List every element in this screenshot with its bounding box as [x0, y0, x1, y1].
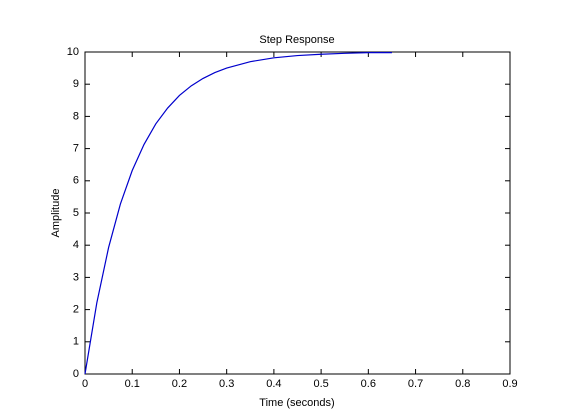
step-response-line — [84, 52, 392, 375]
x-tick-label: 0 — [82, 378, 88, 390]
x-tick-label: 0.6 — [361, 378, 376, 390]
x-tick-label: 0.1 — [125, 378, 140, 390]
y-tick-label: 0 — [73, 368, 79, 380]
y-tick-label: 6 — [73, 175, 79, 187]
x-tick-label: 0.8 — [455, 378, 470, 390]
y-tick-label: 2 — [73, 304, 79, 316]
x-axis-label: Time (seconds) — [259, 397, 334, 409]
x-tick-label: 0.3 — [219, 378, 234, 390]
chart-title: Step Response — [259, 34, 334, 46]
y-tick-label: 5 — [73, 207, 79, 219]
x-tick-label: 0.7 — [408, 378, 423, 390]
y-tick-label: 7 — [73, 143, 79, 155]
x-tick-label: 0.5 — [313, 378, 328, 390]
y-tick-label: 9 — [73, 78, 79, 90]
x-tick-label: 0.2 — [172, 378, 187, 390]
y-tick-label: 10 — [67, 46, 79, 58]
y-axis-label: Amplitude — [50, 189, 62, 238]
plot-area — [84, 51, 511, 375]
y-tick-label: 3 — [73, 271, 79, 283]
x-tick-label: 0.4 — [266, 378, 281, 390]
y-tick-label: 1 — [73, 336, 79, 348]
x-tick-label: 0.9 — [502, 378, 517, 390]
y-tick-label: 8 — [73, 110, 79, 122]
y-tick-label: 4 — [73, 239, 79, 251]
